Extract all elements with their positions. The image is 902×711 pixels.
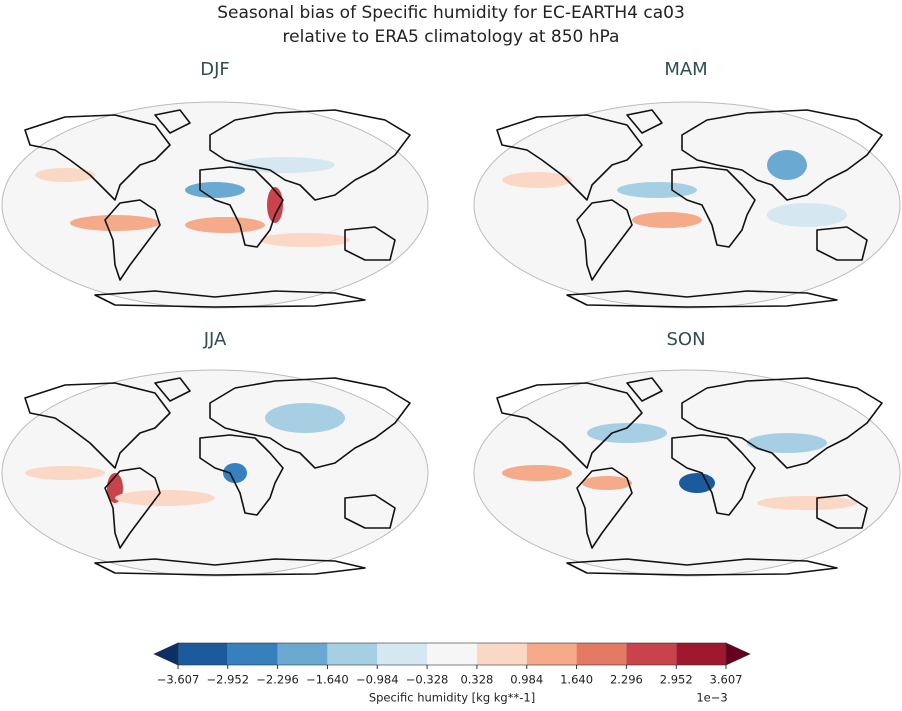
colorbar-tick-label: −0.984: [356, 673, 399, 687]
colorbar-bin: [476, 643, 527, 665]
colorbar-bin: [676, 643, 726, 665]
map-panel: [1, 369, 429, 577]
colorbar-bin: [327, 643, 378, 665]
colorbar-bin: [427, 643, 477, 665]
colorbar-tick-label: −3.607: [157, 673, 200, 687]
colorbar-bin: [526, 643, 577, 665]
title-line: relative to ERA5 climatology at 850 hPa: [283, 27, 620, 47]
colorbar-tick-label: 0.328: [460, 673, 493, 687]
panel-title: MAM: [664, 59, 707, 80]
colorbar-bin: [178, 643, 228, 665]
map-panel: [1, 101, 429, 309]
title-line: Seasonal bias of Specific humidity for E…: [217, 3, 685, 23]
colorbar-tick-label: 1.640: [560, 673, 593, 687]
colorbar-label: Specific humidity [kg kg**-1]: [369, 691, 535, 705]
colorbar-bin: [626, 643, 677, 665]
panel-title: SON: [666, 329, 705, 350]
colorbar-bin: [227, 643, 278, 665]
map-panel: [473, 101, 901, 309]
colorbar-extend: [153, 642, 179, 666]
colorbar-bin: [576, 643, 627, 665]
colorbar-tick-label: 2.952: [660, 673, 693, 687]
colorbar-extend: [725, 642, 751, 666]
colorbar-bin: [277, 643, 328, 665]
map-panel: [473, 369, 901, 577]
colorbar-tick-label: −0.328: [406, 673, 449, 687]
colorbar-bin: [377, 643, 428, 665]
colorbar-tick-label: −2.296: [256, 673, 299, 687]
panel-title: JJA: [203, 329, 227, 350]
colorbar-offset: 1e−3: [696, 691, 727, 705]
colorbar-tick-label: 3.607: [710, 673, 743, 687]
colorbar-frame: [177, 642, 727, 666]
colorbar-tick-label: −1.640: [306, 673, 349, 687]
colorbar-tick-label: −2.952: [206, 673, 249, 687]
panel-title: DJF: [200, 59, 230, 80]
colorbar-tick-label: 2.296: [610, 673, 643, 687]
colorbar-tick-label: 0.984: [510, 673, 543, 687]
